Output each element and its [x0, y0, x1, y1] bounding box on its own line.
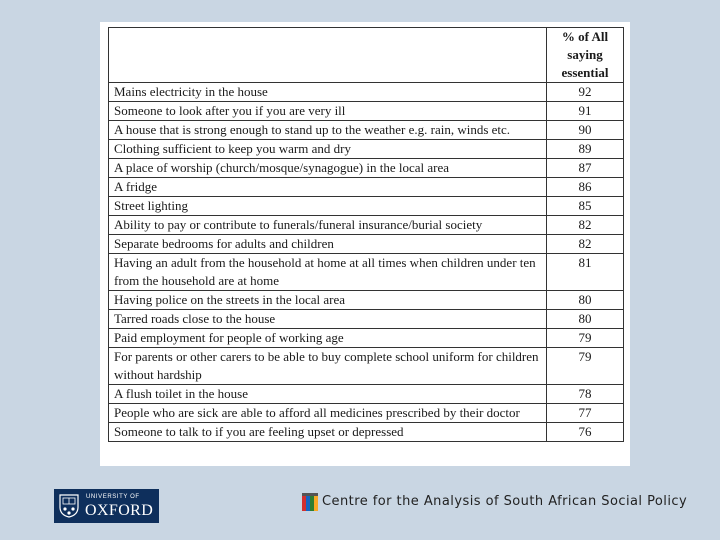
row-label: A house that is strong enough to stand u… [108, 120, 547, 140]
header-line-1: % of All [561, 29, 609, 44]
centre-name: Centre for the Analysis of South African… [322, 494, 688, 509]
header-empty-cell [108, 27, 547, 83]
row-label: Mains electricity in the house [108, 82, 547, 102]
row-label: Separate bedrooms for adults and childre… [108, 234, 547, 254]
oxford-crest-icon [59, 494, 79, 518]
table-row: Mains electricity in the house 92 [108, 82, 624, 102]
table-row: Someone to look after you if you are ver… [108, 101, 624, 121]
row-label: A place of worship (church/mosque/synago… [108, 158, 547, 178]
row-label: Street lighting [108, 196, 547, 216]
table-row: A flush toilet in the house 78 [108, 384, 624, 404]
footer: UNIVERSITY OF OXFORD Centre for the Anal… [0, 480, 720, 540]
row-label: People who are sick are able to afford a… [108, 403, 547, 423]
row-value: 86 [546, 177, 624, 197]
casasp-logo-icon [302, 493, 318, 511]
row-value: 80 [546, 309, 624, 329]
row-value: 91 [546, 101, 624, 121]
table-row: For parents or other carers to be able t… [108, 347, 624, 385]
row-value: 82 [546, 215, 624, 235]
row-value: 87 [546, 158, 624, 178]
row-value: 78 [546, 384, 624, 404]
row-label: Clothing sufficient to keep you warm and… [108, 139, 547, 159]
row-label: A fridge [108, 177, 547, 197]
table-row: Separate bedrooms for adults and childre… [108, 234, 624, 254]
table-row: A fridge 86 [108, 177, 624, 197]
table-row: Paid employment for people of working ag… [108, 328, 624, 348]
header-percent-cell: % of All saying essential [546, 27, 624, 83]
row-label: Someone to look after you if you are ver… [108, 101, 547, 121]
header-line-3: essential [561, 65, 609, 80]
row-label: A flush toilet in the house [108, 384, 547, 404]
table-header-row: % of All saying essential [108, 27, 624, 83]
oxford-name-text: OXFORD [85, 502, 154, 519]
table-row: A place of worship (church/mosque/synago… [108, 158, 624, 178]
table-row: Clothing sufficient to keep you warm and… [108, 139, 624, 159]
row-value: 85 [546, 196, 624, 216]
row-label: Having an adult from the household at ho… [108, 253, 547, 291]
row-value: 90 [546, 120, 624, 140]
row-value: 80 [546, 290, 624, 310]
row-label: Having police on the streets in the loca… [108, 290, 547, 310]
oxford-logo: UNIVERSITY OF OXFORD [54, 489, 159, 523]
row-value: 81 [546, 253, 624, 291]
row-value: 92 [546, 82, 624, 102]
table-row: A house that is strong enough to stand u… [108, 120, 624, 140]
row-value: 76 [546, 422, 624, 442]
row-label: Ability to pay or contribute to funerals… [108, 215, 547, 235]
row-value: 79 [546, 347, 624, 385]
table-row: Tarred roads close to the house 80 [108, 309, 624, 329]
row-value: 79 [546, 328, 624, 348]
row-label: Paid employment for people of working ag… [108, 328, 547, 348]
row-value: 82 [546, 234, 624, 254]
row-label: Tarred roads close to the house [108, 309, 547, 329]
row-label: Someone to talk to if you are feeling up… [108, 422, 547, 442]
table-panel: % of All saying essential Mains electric… [100, 22, 630, 466]
oxford-top-text: UNIVERSITY OF [86, 494, 140, 500]
table-row: Ability to pay or contribute to funerals… [108, 215, 624, 235]
row-value: 77 [546, 403, 624, 423]
table-row: People who are sick are able to afford a… [108, 403, 624, 423]
header-line-2: saying [567, 47, 603, 62]
table-row: Having police on the streets in the loca… [108, 290, 624, 310]
table-row: Someone to talk to if you are feeling up… [108, 422, 624, 442]
row-label: For parents or other carers to be able t… [108, 347, 547, 385]
row-value: 89 [546, 139, 624, 159]
table-row: Street lighting 85 [108, 196, 624, 216]
essentials-table: % of All saying essential Mains electric… [108, 27, 624, 442]
table-row: Having an adult from the household at ho… [108, 253, 624, 291]
